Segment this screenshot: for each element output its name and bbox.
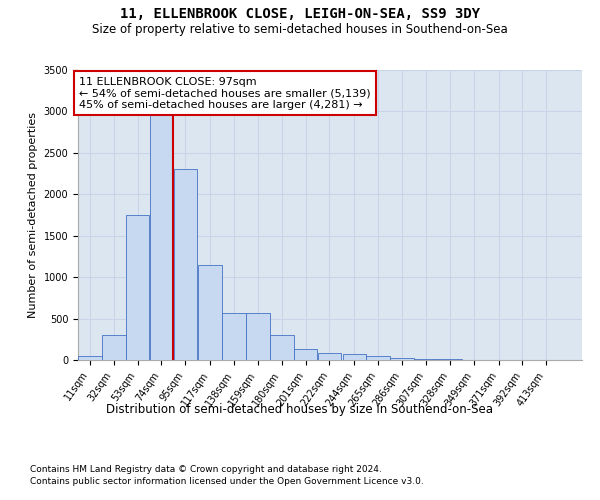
Text: 11, ELLENBROOK CLOSE, LEIGH-ON-SEA, SS9 3DY: 11, ELLENBROOK CLOSE, LEIGH-ON-SEA, SS9 … — [120, 8, 480, 22]
Bar — [391, 358, 414, 360]
Bar — [367, 356, 390, 360]
Text: 11 ELLENBROOK CLOSE: 97sqm
← 54% of semi-detached houses are smaller (5,139)
45%: 11 ELLENBROOK CLOSE: 97sqm ← 54% of semi… — [79, 76, 371, 110]
Bar — [126, 215, 149, 360]
Text: Contains public sector information licensed under the Open Government Licence v3: Contains public sector information licen… — [30, 478, 424, 486]
Bar — [270, 335, 293, 360]
Bar — [294, 349, 317, 360]
Bar — [149, 112, 173, 360]
Bar — [414, 359, 437, 360]
Bar — [317, 352, 341, 360]
Bar — [343, 354, 366, 360]
Bar — [246, 313, 269, 360]
Y-axis label: Number of semi-detached properties: Number of semi-detached properties — [28, 112, 38, 318]
Bar — [223, 313, 246, 360]
Bar — [199, 264, 222, 360]
Bar — [438, 359, 461, 360]
Text: Contains HM Land Registry data © Crown copyright and database right 2024.: Contains HM Land Registry data © Crown c… — [30, 465, 382, 474]
Bar — [102, 335, 125, 360]
Bar — [78, 356, 101, 360]
Bar — [173, 170, 197, 360]
Text: Distribution of semi-detached houses by size in Southend-on-Sea: Distribution of semi-detached houses by … — [107, 402, 493, 415]
Text: Size of property relative to semi-detached houses in Southend-on-Sea: Size of property relative to semi-detach… — [92, 22, 508, 36]
